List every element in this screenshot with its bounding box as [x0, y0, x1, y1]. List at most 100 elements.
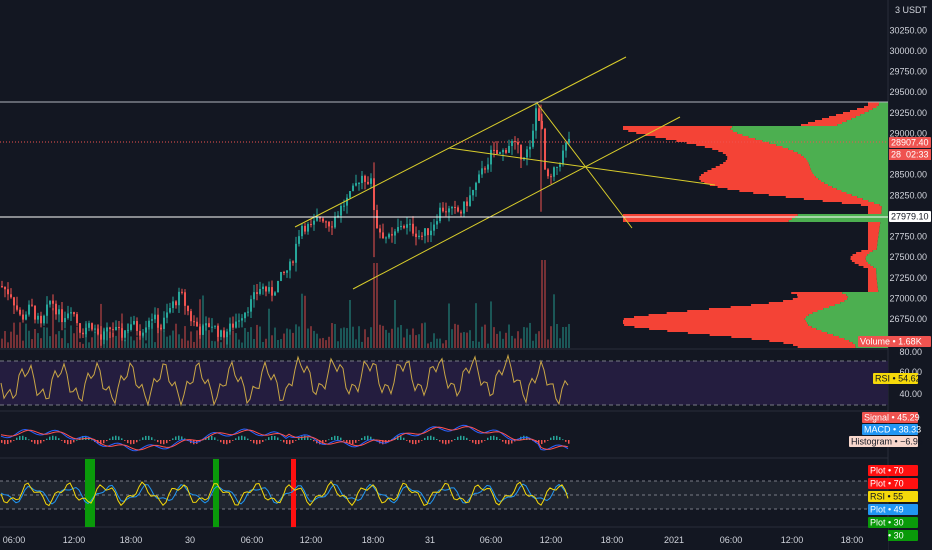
rsi-line[interactable] [0, 353, 569, 407]
candle-body[interactable] [349, 191, 351, 198]
rsi-pane[interactable] [0, 353, 888, 407]
candle-body[interactable] [472, 190, 474, 196]
candle-body[interactable] [268, 287, 270, 292]
candle-body[interactable] [532, 130, 534, 147]
candle-body[interactable] [394, 231, 396, 236]
candle-body[interactable] [1, 286, 3, 288]
candle-body[interactable] [85, 327, 87, 335]
candle-body[interactable] [52, 300, 54, 304]
candle-body[interactable] [409, 223, 411, 225]
candle-body[interactable] [241, 318, 243, 321]
candle-body[interactable] [76, 314, 78, 324]
candle-body[interactable] [361, 175, 363, 184]
candle-body[interactable] [400, 225, 402, 228]
candle-body[interactable] [229, 323, 231, 332]
candle-body[interactable] [124, 330, 126, 338]
time-axis[interactable]: 06:00 12:00 18:00 30 06:00 12:00 18:00 31 06:00 1… [0, 528, 888, 550]
candle-body[interactable] [121, 328, 123, 338]
candle-body[interactable] [178, 291, 180, 306]
candle-body[interactable] [295, 243, 297, 263]
candle-body[interactable] [286, 270, 288, 273]
candle-body[interactable] [79, 323, 81, 333]
candle-body[interactable] [289, 261, 291, 271]
candle-body[interactable] [118, 326, 120, 329]
candle-body[interactable] [457, 207, 459, 212]
candle-body[interactable] [442, 207, 444, 212]
candle-body[interactable] [484, 168, 486, 170]
candle-body[interactable] [538, 108, 540, 121]
candle-body[interactable] [193, 321, 195, 323]
candle-body[interactable] [517, 141, 519, 145]
candle-body[interactable] [154, 314, 156, 320]
candle-body[interactable] [262, 286, 264, 290]
candle-body[interactable] [544, 128, 546, 170]
candle-body[interactable] [238, 320, 240, 322]
candle-body[interactable] [202, 325, 204, 335]
candle-body[interactable] [10, 294, 12, 298]
candle-body[interactable] [427, 228, 429, 236]
candle-body[interactable] [253, 292, 255, 300]
candle-body[interactable] [355, 183, 357, 186]
candle-body[interactable] [160, 327, 162, 329]
candle-body[interactable] [115, 326, 117, 331]
candle-body[interactable] [562, 150, 564, 165]
candle-body[interactable] [226, 331, 228, 338]
candle-body[interactable] [340, 205, 342, 216]
candle-body[interactable] [91, 323, 93, 330]
candle-body[interactable] [322, 218, 324, 222]
candle-body[interactable] [436, 221, 438, 225]
candle-body[interactable] [358, 183, 360, 185]
candlestick-series[interactable] [1, 103, 570, 346]
candle-body[interactable] [163, 317, 165, 329]
candle-body[interactable] [190, 311, 192, 322]
candle-body[interactable] [415, 233, 417, 238]
candle-body[interactable] [4, 286, 6, 290]
candle-body[interactable] [169, 308, 171, 313]
candle-body[interactable] [277, 280, 279, 293]
candle-body[interactable] [316, 217, 318, 221]
candle-body[interactable] [145, 327, 147, 333]
candle-body[interactable] [217, 325, 219, 337]
candle-body[interactable] [514, 141, 516, 143]
macd-pane[interactable] [0, 424, 570, 452]
candle-body[interactable] [370, 178, 372, 184]
candle-body[interactable] [232, 323, 234, 328]
candle-body[interactable] [73, 312, 75, 315]
candle-body[interactable] [175, 301, 177, 306]
candle-body[interactable] [529, 146, 531, 150]
signal-line[interactable] [0, 426, 569, 451]
candle-body[interactable] [205, 323, 207, 326]
candle-body[interactable] [25, 314, 27, 320]
candle-body[interactable] [292, 261, 294, 263]
candle-body[interactable] [334, 217, 336, 228]
candle-body[interactable] [325, 221, 327, 223]
oscillator-plot-line[interactable] [0, 483, 569, 505]
candle-body[interactable] [547, 169, 549, 177]
candle-body[interactable] [127, 329, 129, 331]
candle-body[interactable] [61, 309, 63, 323]
candle-body[interactable] [211, 326, 213, 328]
candle-body[interactable] [250, 299, 252, 312]
candle-body[interactable] [475, 182, 477, 191]
candle-body[interactable] [508, 146, 510, 153]
candle-body[interactable] [445, 211, 447, 213]
candle-body[interactable] [103, 331, 105, 340]
candle-body[interactable] [460, 211, 462, 214]
candle-body[interactable] [463, 201, 465, 214]
trend-line[interactable] [294, 102, 538, 228]
candle-body[interactable] [391, 234, 393, 236]
candle-body[interactable] [157, 314, 159, 328]
candle-body[interactable] [346, 197, 348, 206]
candle-body[interactable] [247, 311, 249, 313]
candle-body[interactable] [172, 301, 174, 309]
candle-body[interactable] [19, 309, 21, 315]
candle-body[interactable] [559, 164, 561, 167]
price-axis[interactable]: 3 USDT 30250.00 30000.00 29750.00 29500.00 29… [889, 0, 932, 550]
candle-body[interactable] [34, 305, 36, 320]
candle-body[interactable] [235, 321, 237, 328]
candle-body[interactable] [535, 108, 537, 131]
candle-body[interactable] [208, 323, 210, 327]
trend-line[interactable] [352, 116, 681, 290]
candle-body[interactable] [112, 329, 114, 331]
candle-body[interactable] [412, 223, 414, 234]
